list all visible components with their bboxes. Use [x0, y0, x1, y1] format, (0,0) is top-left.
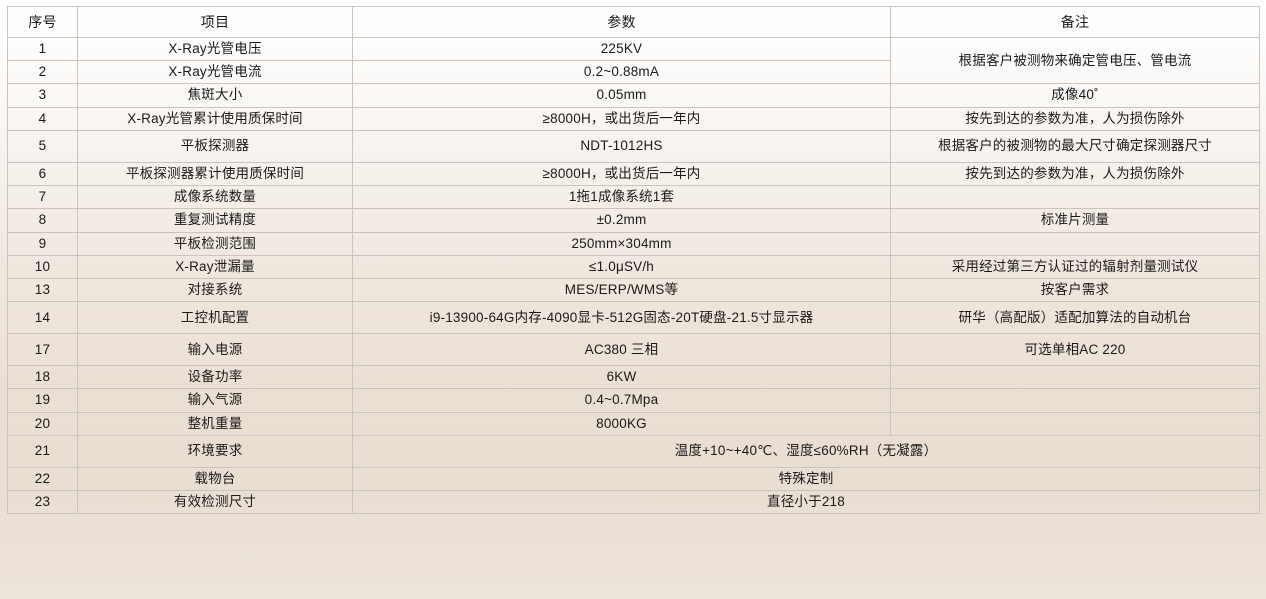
table-body: 1 X-Ray光管电压 225KV 根据客户被测物来确定管电压、管电流 2 X-Ray光管… — [7, 36, 1260, 515]
table-row: 17 输入电源 AC380 三相 可选单相AC 220 — [7, 333, 1260, 367]
table-row: 4 X-Ray光管累计使用质保时间 ≥8000H，或出货后一年内 按先到达的参数为准，… — [7, 106, 1260, 131]
cell-item: 对接系统 — [77, 277, 353, 303]
cell-param: i9-13900-64G内存-4090显卡-512G固态-20T硬盘-21.5寸… — [352, 301, 891, 335]
cell-remark — [890, 411, 1260, 436]
table-header-row: 序号 项目 参数 备注 — [7, 6, 1260, 38]
cell-no: 6 — [7, 161, 78, 187]
cell-no: 5 — [7, 129, 78, 163]
table-row: 19 输入气源 0.4~0.7Mpa — [7, 388, 1260, 413]
table-row: 10 X-Ray泄漏量 ≤1.0μSV/h 采用经过第三方认证过的辐射剂量测试仪 — [7, 254, 1260, 279]
cell-item: X-Ray泄漏量 — [77, 254, 353, 279]
cell-no: 4 — [7, 106, 78, 131]
cell-param: MES/ERP/WMS等 — [352, 277, 891, 303]
table-row: 9 平板检测范围 250mm×304mm — [7, 231, 1260, 256]
cell-item: X-Ray光管电流 — [77, 60, 353, 85]
cell-item: 工控机配置 — [77, 301, 353, 335]
cell-param: ±0.2mm — [352, 208, 891, 233]
cell-item: 重复测试精度 — [77, 208, 353, 233]
cell-no: 1 — [7, 36, 78, 62]
table-row: 14 工控机配置 i9-13900-64G内存-4090显卡-512G固态-20T硬… — [7, 301, 1260, 335]
cell-item: 整机重量 — [77, 411, 353, 436]
cell-item: X-Ray光管累计使用质保时间 — [77, 106, 353, 131]
cell-remark — [890, 365, 1260, 390]
cell-no: 14 — [7, 301, 78, 335]
cell-item: 平板探测器 — [77, 129, 353, 163]
cell-remark: 可选单相AC 220 — [890, 333, 1260, 367]
cell-remark: 采用经过第三方认证过的辐射剂量测试仪 — [890, 254, 1260, 279]
cell-item: 设备功率 — [77, 365, 353, 390]
cell-no: 9 — [7, 231, 78, 256]
table-row: 3 焦斑大小 0.05mm 成像40˚ — [7, 83, 1260, 108]
cell-param: ≤1.0μSV/h — [352, 254, 891, 279]
cell-no: 22 — [7, 466, 78, 492]
cell-param: 温度+10~+40℃、湿度≤60%RH（无凝露） — [352, 434, 1260, 468]
cell-remark: 按先到达的参数为准，人为损伤除外 — [890, 161, 1260, 187]
cell-param: 直径小于218 — [352, 490, 1260, 515]
cell-param: NDT-1012HS — [352, 129, 891, 163]
table-row: 8 重复测试精度 ±0.2mm 标准片测量 — [7, 208, 1260, 233]
table-row: 7 成像系统数量 1拖1成像系统1套 — [7, 185, 1260, 210]
cell-param: 8000KG — [352, 411, 891, 436]
cell-remark: 按客户需求 — [890, 277, 1260, 303]
table-row: 5 平板探测器 NDT-1012HS 根据客户的被测物的最大尺寸确定探测器尺寸 — [7, 129, 1260, 163]
table-row: 18 设备功率 6KW — [7, 365, 1260, 390]
cell-remark: 按先到达的参数为准，人为损伤除外 — [890, 106, 1260, 131]
cell-no: 17 — [7, 333, 78, 367]
cell-param: 0.4~0.7Mpa — [352, 388, 891, 413]
cell-param: 1拖1成像系统1套 — [352, 185, 891, 210]
cell-param: 0.05mm — [352, 83, 891, 108]
cell-no: 13 — [7, 277, 78, 303]
column-header-param: 参数 — [352, 6, 891, 38]
cell-remark — [890, 185, 1260, 210]
cell-item: 平板检测范围 — [77, 231, 353, 256]
table-row: 1 X-Ray光管电压 225KV 根据客户被测物来确定管电压、管电流 — [7, 36, 1260, 85]
column-header-remark: 备注 — [890, 6, 1260, 38]
cell-item: 载物台 — [77, 466, 353, 492]
column-header-no: 序号 — [7, 6, 78, 38]
cell-param: 250mm×304mm — [352, 231, 891, 256]
cell-remark: 标准片测量 — [890, 208, 1260, 233]
cell-item: 有效检测尺寸 — [77, 490, 353, 515]
cell-no: 2 — [7, 60, 78, 85]
cell-no: 19 — [7, 388, 78, 413]
cell-no: 3 — [7, 83, 78, 108]
table-row: 2 X-Ray光管电流 0.2~0.88mA — [7, 60, 1260, 85]
cell-param: ≥8000H，或出货后一年内 — [352, 161, 891, 187]
cell-no: 7 — [7, 185, 78, 210]
cell-item: 输入电源 — [77, 333, 353, 367]
table-row: 6 平板探测器累计使用质保时间 ≥8000H，或出货后一年内 按先到达的参数为准，人为… — [7, 161, 1260, 187]
cell-no: 20 — [7, 411, 78, 436]
table-row: 22 载物台 特殊定制 — [7, 466, 1260, 492]
cell-no: 8 — [7, 208, 78, 233]
cell-param: AC380 三相 — [352, 333, 891, 367]
cell-param: 特殊定制 — [352, 466, 1260, 492]
cell-param: 0.2~0.88mA — [352, 60, 891, 85]
cell-item: 环境要求 — [77, 434, 353, 468]
cell-item: 输入气源 — [77, 388, 353, 413]
cell-no: 18 — [7, 365, 78, 390]
cell-item: X-Ray光管电压 — [77, 36, 353, 62]
cell-remark — [890, 231, 1260, 256]
cell-no: 23 — [7, 490, 78, 515]
column-header-item: 项目 — [77, 6, 353, 38]
cell-remark: 根据客户的被测物的最大尺寸确定探测器尺寸 — [890, 129, 1260, 163]
cell-remark — [890, 388, 1260, 413]
cell-param: 225KV — [352, 36, 891, 62]
table-header: 序号 项目 参数 备注 — [7, 6, 1260, 38]
table-row: 21 环境要求 温度+10~+40℃、湿度≤60%RH（无凝露） — [7, 434, 1260, 468]
cell-remark: 根据客户被测物来确定管电压、管电流 — [890, 36, 1260, 85]
cell-item: 成像系统数量 — [77, 185, 353, 210]
cell-item: 平板探测器累计使用质保时间 — [77, 161, 353, 187]
specification-table: 序号 项目 参数 备注 1 X-Ray光管电压 225KV 根据客户被测物来确定管电压… — [7, 6, 1260, 515]
table-row: 13 对接系统 MES/ERP/WMS等 按客户需求 — [7, 277, 1260, 303]
table-row: 23 有效检测尺寸 直径小于218 — [7, 490, 1260, 515]
cell-param: ≥8000H，或出货后一年内 — [352, 106, 891, 131]
cell-no: 10 — [7, 254, 78, 279]
cell-param: 6KW — [352, 365, 891, 390]
cell-no: 21 — [7, 434, 78, 468]
cell-remark: 成像40˚ — [890, 83, 1260, 108]
cell-item: 焦斑大小 — [77, 83, 353, 108]
cell-remark: 研华（高配版）适配加算法的自动机台 — [890, 301, 1260, 335]
table-row: 20 整机重量 8000KG — [7, 411, 1260, 436]
